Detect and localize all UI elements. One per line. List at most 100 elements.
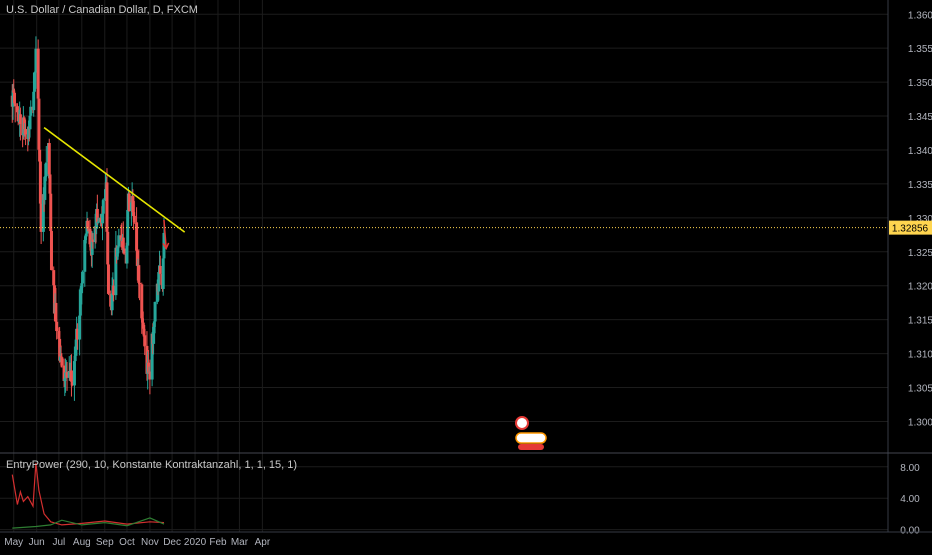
price-tick-label: 1.30000 (908, 417, 932, 428)
indicator-tick-label: 0.00 (900, 526, 920, 537)
candle-body (83, 239, 87, 272)
candle-body (110, 293, 114, 311)
price-tick-label: 1.34000 (908, 146, 932, 157)
price-tick-label: 1.32000 (908, 282, 932, 293)
candle-body (150, 333, 154, 380)
trendline (43, 126, 186, 233)
candle-body (96, 221, 100, 223)
candle-body (125, 245, 129, 264)
time-tick-label: Sep (96, 537, 114, 548)
price-tick-label: 1.36000 (908, 10, 932, 21)
candle-body (135, 222, 139, 251)
candle-body (142, 328, 146, 336)
candle-body (47, 142, 51, 175)
time-tick-label: Mar (231, 537, 249, 548)
candle-body (58, 338, 62, 361)
candle-body (88, 228, 92, 245)
candle-body (114, 247, 118, 296)
candle-body (101, 200, 105, 214)
time-tick-label: Dec (163, 537, 181, 548)
indicator-tick-label: 4.00 (900, 494, 920, 505)
price-tick-label: 1.33000 (908, 214, 932, 225)
candle-body (73, 355, 77, 362)
indicator-green-line (12, 517, 165, 529)
price-tick-label: 1.32500 (908, 248, 932, 259)
candle-body (84, 233, 88, 237)
candle-body (65, 372, 69, 378)
candle-body (119, 235, 123, 240)
candle-body (91, 239, 95, 243)
candle-body (105, 182, 109, 232)
price-tick-label: 1.35000 (908, 78, 932, 89)
last-price-tag (889, 220, 932, 235)
candle-body (72, 361, 76, 386)
candle-body (74, 349, 78, 356)
candle-body (49, 193, 53, 232)
candle-body (132, 215, 136, 223)
candle-body (141, 318, 144, 323)
candle-body (106, 264, 110, 294)
candle-body (33, 72, 37, 74)
candle-body (15, 106, 19, 113)
time-tick-label: May (4, 537, 23, 548)
candle-body (18, 114, 22, 125)
candle-body (44, 162, 48, 177)
candle-body (132, 212, 136, 216)
candle-body (54, 302, 58, 322)
candle-body (57, 331, 61, 339)
candle-body (69, 370, 73, 382)
candle-body (34, 48, 38, 73)
candle-body (49, 231, 53, 271)
candle-body (161, 258, 165, 289)
chart-title: U.S. Dollar / Canadian Dollar, D, FXCM (6, 4, 198, 16)
candle-body (141, 322, 145, 329)
candle-body (41, 194, 45, 232)
event-icon (515, 416, 529, 430)
candle-body (152, 326, 156, 344)
candle-body (32, 72, 36, 92)
candle-body (117, 235, 121, 247)
candle-body (131, 196, 135, 213)
indicator-red-line (11, 462, 165, 526)
price-tick-label: 1.30500 (908, 384, 932, 395)
time-tick-label: Oct (119, 537, 135, 548)
time-tick-label: Feb (209, 537, 227, 548)
candle-body (106, 231, 110, 265)
candle-body (12, 90, 16, 93)
candle-body (153, 301, 157, 322)
price-tick-label: 1.35500 (908, 44, 932, 55)
candle-body (138, 282, 142, 285)
time-tick-label: Jul (52, 537, 65, 548)
candle-body (38, 149, 42, 162)
candle-body (48, 174, 52, 194)
candle-body (43, 176, 47, 200)
price-tick-label: 1.34500 (908, 112, 932, 123)
candle-body (37, 98, 41, 150)
time-tick-label: Apr (255, 537, 271, 548)
last-price-label: 1.32856 (892, 224, 929, 235)
candle-body (122, 248, 126, 254)
candle-body (86, 220, 90, 229)
event-badge-bar-icon (518, 444, 544, 450)
candle-body (146, 362, 150, 374)
price-tick-label: 1.31500 (908, 316, 932, 327)
candle-body (157, 272, 161, 292)
candle-body (55, 321, 59, 332)
price-tick-label: 1.31000 (908, 350, 932, 361)
candle-body (32, 91, 36, 111)
candle-body (78, 289, 82, 316)
candle-body (115, 248, 119, 257)
candle-body (39, 203, 43, 232)
candle-body (52, 270, 56, 286)
candle-body (135, 250, 139, 266)
indicator-tick-label: 8.00 (900, 463, 920, 474)
candle-body (158, 266, 162, 274)
bearish-arrow-head (162, 242, 170, 250)
candle-body (36, 48, 40, 99)
bearish-arrow (163, 219, 167, 249)
time-tick-label: 2020 (184, 537, 207, 548)
candle-body (75, 328, 79, 340)
candle-body (28, 115, 32, 130)
price-tick-label: 1.33500 (908, 180, 932, 191)
